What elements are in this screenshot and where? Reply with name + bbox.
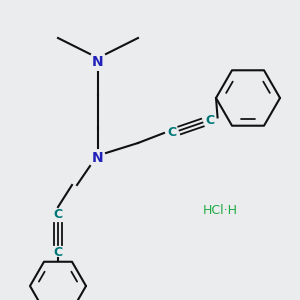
Text: C: C bbox=[167, 127, 177, 140]
Text: HCl·H: HCl·H bbox=[202, 203, 238, 217]
Text: C: C bbox=[53, 208, 63, 221]
Text: C: C bbox=[206, 113, 214, 127]
Text: N: N bbox=[92, 151, 104, 165]
Text: N: N bbox=[92, 55, 104, 69]
Text: C: C bbox=[53, 247, 63, 260]
